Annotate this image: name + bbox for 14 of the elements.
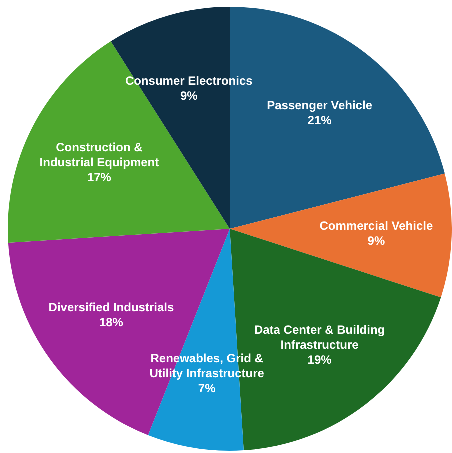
pie-slice [230,174,452,298]
data-label: 9% [368,234,386,248]
slice-label: Consumer Electronics [125,74,254,88]
data-label: 17% [87,170,112,184]
data-label: 9% [180,88,198,103]
slice-label: Passenger Vehicle [267,98,373,113]
slice-label: Construction & Industrial Equipment [40,140,160,170]
slice-label: Diversified Industrials [48,300,174,315]
data-label: 21% [308,114,332,128]
slice-label: Data Center & Building Infrastructure [254,322,386,352]
data-label: 18% [99,316,124,330]
data-label: 7% [198,382,216,396]
data-label: 19% [308,352,332,367]
slice-label: Commercial Vehicle [320,219,434,234]
